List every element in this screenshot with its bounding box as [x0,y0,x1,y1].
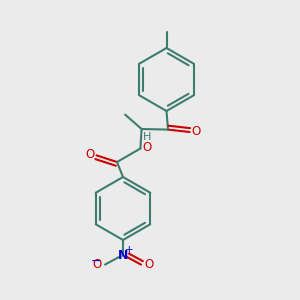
Text: O: O [192,125,201,139]
Text: O: O [144,258,153,271]
Text: H: H [143,132,152,142]
Text: +: + [125,245,134,255]
Text: −: − [91,254,101,268]
Text: O: O [93,258,102,271]
Text: O: O [143,141,152,154]
Text: N: N [118,249,128,262]
Text: O: O [85,148,94,161]
